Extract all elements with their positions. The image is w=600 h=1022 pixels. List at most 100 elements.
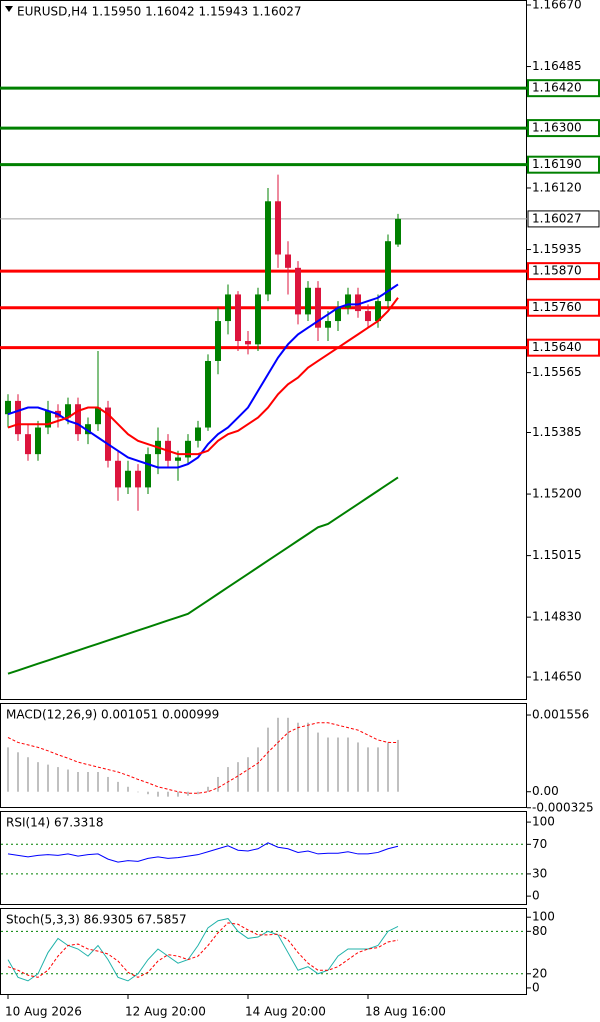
histogram-bar bbox=[57, 767, 59, 792]
histogram-bar bbox=[397, 739, 399, 792]
level-label: 1.15760 bbox=[532, 300, 582, 314]
y-tick-label: 80 bbox=[532, 924, 547, 938]
histogram-bar bbox=[197, 791, 199, 795]
candle-body bbox=[375, 301, 381, 322]
candle-body bbox=[145, 454, 151, 488]
candle-body bbox=[265, 201, 271, 295]
histogram-bar bbox=[267, 727, 269, 792]
histogram-bar bbox=[377, 747, 379, 792]
y-tick-label: 1.15385 bbox=[532, 425, 582, 439]
candle-body bbox=[365, 311, 371, 322]
panel-frame bbox=[0, 908, 527, 995]
y-tick-label: 1.14830 bbox=[532, 610, 582, 624]
histogram-bar bbox=[357, 742, 359, 792]
histogram-bar bbox=[27, 757, 29, 792]
candle-body bbox=[355, 294, 361, 312]
indicator-line bbox=[7, 283, 399, 469]
candle-body bbox=[235, 294, 241, 342]
histogram-bar bbox=[347, 737, 349, 792]
candle-body bbox=[135, 470, 141, 488]
menu-triangle bbox=[5, 6, 13, 12]
candle-body bbox=[35, 427, 41, 455]
indicator-line bbox=[7, 842, 399, 863]
y-tick-label: 1.15015 bbox=[532, 548, 582, 562]
histogram-bar bbox=[137, 791, 139, 793]
level-label-box bbox=[527, 262, 600, 281]
histogram-bar bbox=[207, 786, 209, 792]
last-price-box bbox=[527, 210, 600, 228]
candle-body bbox=[75, 404, 81, 435]
histogram-bar bbox=[117, 781, 119, 792]
histogram-bar bbox=[317, 732, 319, 792]
candle-body bbox=[205, 360, 211, 428]
panel-frame bbox=[0, 703, 527, 808]
histogram-bar bbox=[277, 717, 279, 792]
histogram-bar bbox=[167, 791, 169, 797]
panel-title: RSI(14) 67.3318 bbox=[6, 816, 104, 830]
histogram-bar bbox=[17, 752, 19, 792]
y-tick-label: 0 bbox=[532, 980, 540, 994]
candle-body bbox=[395, 218, 401, 245]
level-label: 1.16190 bbox=[532, 157, 582, 171]
histogram-bar bbox=[47, 764, 49, 792]
histogram-bar bbox=[147, 791, 149, 795]
candle-body bbox=[195, 427, 201, 441]
histogram-bar bbox=[157, 791, 159, 797]
candle-body bbox=[255, 294, 261, 345]
histogram-bar bbox=[127, 786, 129, 792]
candle-body bbox=[185, 440, 191, 458]
histogram-bar bbox=[257, 747, 259, 792]
histogram-bar bbox=[327, 737, 329, 792]
level-label: 1.16300 bbox=[532, 121, 582, 135]
y-tick-label: 0.00 bbox=[532, 784, 559, 798]
level-label-box bbox=[527, 79, 600, 98]
y-tick-label: 1.15565 bbox=[532, 365, 582, 379]
indicator-line bbox=[7, 297, 399, 456]
candle-body bbox=[285, 254, 291, 268]
indicator-line bbox=[7, 476, 399, 675]
level-label-box bbox=[527, 298, 600, 317]
level-label: 1.15640 bbox=[532, 340, 582, 354]
histogram-bar bbox=[387, 742, 389, 792]
candle-body bbox=[85, 424, 91, 435]
candle-body bbox=[95, 407, 101, 425]
candle-body bbox=[105, 407, 111, 461]
histogram-bar bbox=[217, 776, 219, 792]
candle-body bbox=[15, 400, 21, 435]
indicator-line bbox=[7, 722, 399, 794]
candle-body bbox=[225, 294, 231, 322]
x-tick-label: 18 Aug 16:00 bbox=[365, 1005, 446, 1019]
panel-title: MACD(12,26,9) 0.001051 0.000999 bbox=[6, 708, 219, 722]
x-tick-label: 10 Aug 2026 bbox=[5, 1005, 82, 1019]
histogram-bar bbox=[77, 772, 79, 792]
level-label: 1.16420 bbox=[532, 81, 582, 95]
level-label-box bbox=[527, 338, 600, 357]
candle-body bbox=[385, 241, 391, 302]
candle-body bbox=[175, 457, 181, 461]
panel-title: EURUSD,H4 1.15950 1.16042 1.15943 1.1602… bbox=[17, 5, 302, 19]
last-price-label: 1.16027 bbox=[532, 211, 582, 225]
y-tick-label: 70 bbox=[532, 837, 547, 851]
panel-frame bbox=[0, 811, 527, 905]
x-tick-label: 14 Aug 20:00 bbox=[245, 1005, 326, 1019]
histogram-bar bbox=[247, 757, 249, 792]
candle-body bbox=[65, 404, 71, 418]
candle-body bbox=[275, 201, 281, 255]
candle-body bbox=[5, 400, 11, 415]
histogram-bar bbox=[7, 747, 9, 792]
candle-body bbox=[295, 267, 301, 315]
panel-title: Stoch(5,3,3) 86.9305 67.5857 bbox=[6, 913, 187, 927]
histogram-bar bbox=[367, 747, 369, 792]
panel-frame bbox=[0, 0, 527, 700]
candle-body bbox=[305, 287, 311, 315]
histogram-bar bbox=[297, 722, 299, 792]
level-label: 1.15870 bbox=[532, 264, 582, 278]
histogram-bar bbox=[107, 776, 109, 792]
y-tick-label: 1.15935 bbox=[532, 242, 582, 256]
level-label-box bbox=[527, 119, 600, 138]
y-tick-label: 0 bbox=[532, 889, 540, 903]
histogram-bar bbox=[337, 737, 339, 792]
indicator-line bbox=[7, 918, 399, 982]
y-tick-label: 1.16485 bbox=[532, 59, 582, 73]
